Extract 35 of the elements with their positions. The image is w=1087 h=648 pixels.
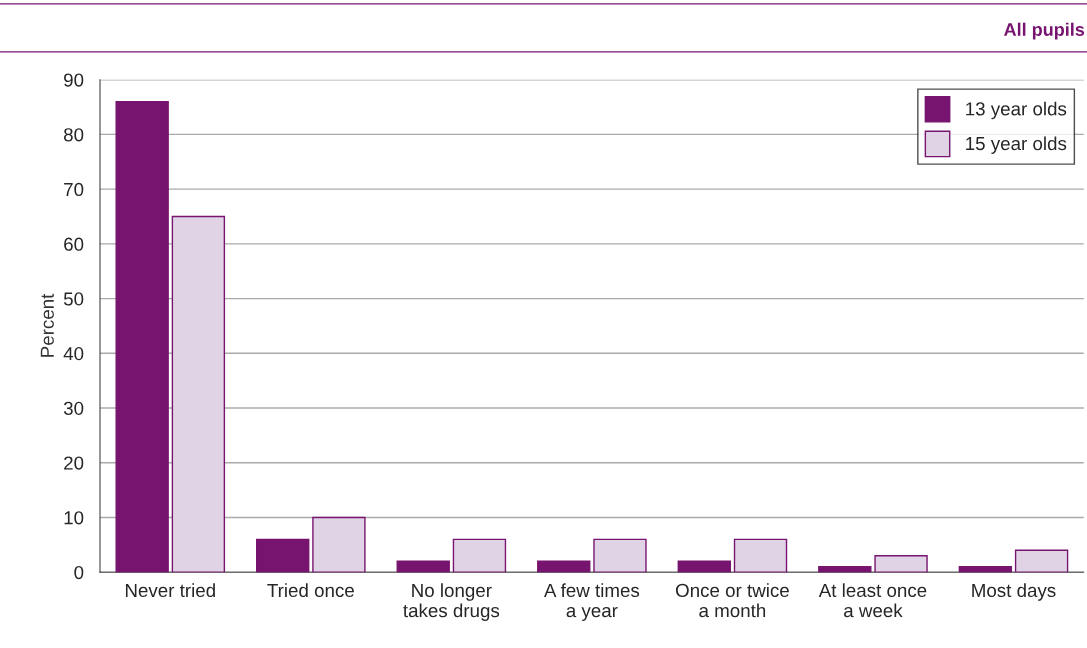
bar — [818, 566, 872, 573]
y-tick-label: 30 — [63, 401, 84, 415]
bar — [256, 538, 310, 573]
legend-label: 13 year olds — [966, 101, 1067, 120]
bar — [874, 555, 928, 573]
x-tick-label: At least once a week — [818, 583, 927, 618]
y-tick-label: 90 — [64, 73, 84, 87]
y-tick-label: 10 — [64, 511, 84, 525]
bar — [733, 538, 788, 573]
bar — [452, 538, 507, 573]
y-tick-label: 20 — [64, 456, 84, 470]
x-tick-label: No longer takes drugs — [403, 583, 500, 621]
bar — [1014, 549, 1069, 573]
x-tick-label: Never tried — [125, 583, 215, 598]
legend-label: 15 year olds — [966, 136, 1067, 154]
y-tick-label: 80 — [63, 128, 84, 142]
y-tick-label: 50 — [63, 292, 84, 306]
text: All pupils — [1004, 22, 1085, 40]
bar — [537, 560, 591, 573]
bar — [677, 560, 731, 573]
y-tick-label: 40 — [63, 347, 84, 361]
y-tick-label: 0 — [74, 565, 84, 580]
y-tick-label: 60 — [64, 237, 84, 251]
y-tick-label: 70 — [64, 182, 84, 197]
bar — [958, 566, 1013, 573]
bar — [312, 516, 366, 573]
bar — [115, 100, 169, 573]
bar — [593, 538, 647, 573]
bar — [396, 560, 450, 573]
x-tick-label: A few times a year — [543, 583, 640, 621]
x-tick-label: Once or twice a month — [675, 583, 789, 618]
y-axis-title: Percent — [40, 293, 54, 357]
x-tick-label: Tried once — [267, 583, 354, 598]
bar — [171, 215, 226, 573]
x-tick-label: Most days — [972, 583, 1056, 601]
